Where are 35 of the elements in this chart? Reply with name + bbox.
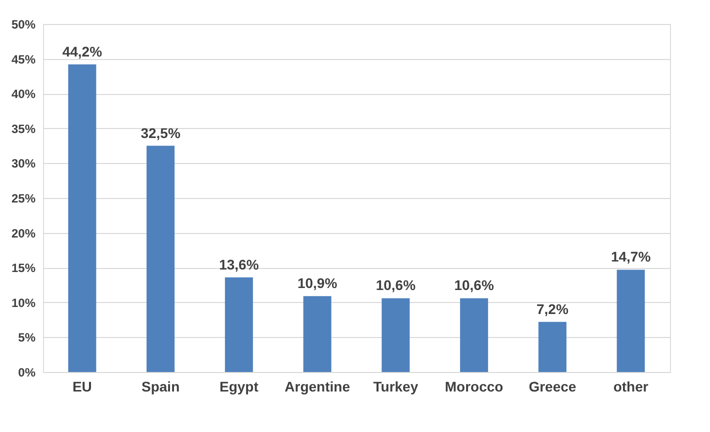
bar: [382, 298, 410, 372]
y-tick-label: 5%: [18, 330, 36, 345]
x-tick-label: Spain: [142, 378, 180, 394]
x-tick-label: Morocco: [444, 378, 504, 394]
y-tick-label: 50%: [11, 18, 36, 32]
y-tick-label: 10%: [11, 296, 36, 310]
bar: [616, 270, 645, 372]
y-tick-label: 35%: [11, 122, 36, 136]
x-tick-label: other: [613, 378, 649, 394]
x-tick-label: Argentine: [284, 378, 350, 394]
bar: [146, 146, 175, 372]
y-tick-label: 25%: [11, 192, 36, 206]
data-label: 32,5%: [140, 124, 181, 141]
y-tick-label: 20%: [11, 226, 36, 240]
x-tick-label: Greece: [528, 378, 576, 394]
x-tick-label: Turkey: [373, 378, 418, 394]
data-label: 13,6%: [219, 256, 260, 272]
data-label: 44,2%: [62, 43, 103, 60]
y-tick-label: 40%: [11, 87, 36, 102]
y-tick-label: 0%: [18, 366, 36, 380]
data-label: 10,6%: [454, 277, 494, 294]
bar: [68, 64, 96, 372]
y-tick-label: 45%: [11, 52, 36, 66]
bar: [224, 277, 253, 372]
data-label: 14,7%: [610, 248, 652, 265]
bar: [538, 322, 566, 372]
bar: [460, 298, 488, 372]
x-tick-label: Egypt: [219, 378, 259, 394]
y-tick-label: 15%: [11, 261, 36, 276]
x-tick-label: EU: [72, 378, 92, 394]
bar: [303, 296, 332, 372]
data-label: 10,9%: [297, 275, 338, 292]
data-label: 7,2%: [536, 300, 569, 317]
y-tick-label: 30%: [11, 156, 36, 171]
data-label: 10,6%: [376, 277, 416, 294]
